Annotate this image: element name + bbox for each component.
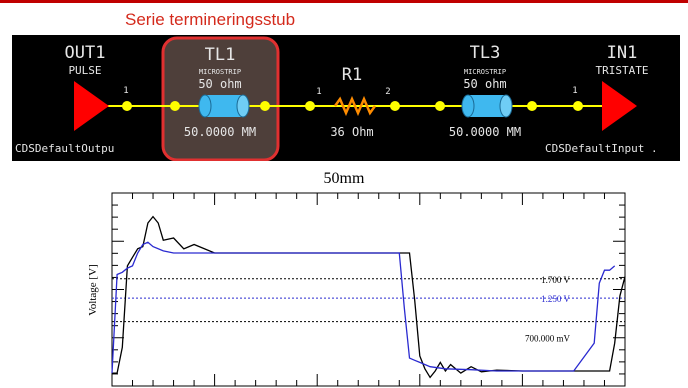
pin-label: 1	[572, 86, 577, 96]
y-axis-label: Voltage [V]	[87, 264, 99, 315]
node-dot	[573, 101, 583, 111]
r1-name: R1	[342, 65, 362, 85]
tl3-type: MICROSTRIP	[464, 68, 506, 76]
series-group	[111, 215, 626, 379]
node-dot	[527, 101, 537, 111]
plot-area	[111, 192, 626, 387]
in-type: TRISTATE	[596, 64, 649, 77]
tl1-length: 50.0000 MM	[184, 125, 256, 139]
out-ref: CDSDefaultOutpu	[15, 142, 114, 155]
pin-label: 1	[123, 86, 128, 96]
header-rule	[0, 0, 688, 3]
in-name: IN1	[607, 43, 638, 63]
in-ref: CDSDefaultInput .	[545, 142, 658, 155]
r1-pin1: 1	[316, 87, 321, 97]
tl1-transmission-line-icon	[198, 94, 250, 118]
node-dot	[390, 101, 400, 111]
tl1-impedance: 50 ohm	[198, 77, 241, 91]
node-dot	[260, 101, 270, 111]
tl3-name: TL3	[470, 43, 501, 63]
schematic-background	[12, 35, 680, 161]
chart-title: 50mm	[323, 170, 365, 187]
schematic-diagram: OUT1 PULSE CDSDefaultOutpu 1 TL1 MICROST…	[12, 35, 680, 161]
threshold-lines: 1.700 V 1.250 V 700.000 mV	[112, 275, 625, 344]
threshold-label: 1.700 V	[541, 275, 570, 285]
slide-title: Serie termineringsstub	[125, 10, 296, 29]
tl3-impedance: 50 ohm	[463, 77, 506, 91]
node-dot	[170, 101, 180, 111]
tl3-transmission-line-icon	[461, 94, 513, 118]
r1-pin2: 2	[385, 87, 390, 97]
out-type: PULSE	[68, 64, 101, 77]
pulse-driver-icon	[74, 81, 109, 131]
node-dot	[122, 101, 132, 111]
tl3-length: 50.0000 MM	[449, 125, 521, 139]
tl1-type: MICROSTRIP	[199, 68, 241, 76]
resistor-icon	[333, 95, 377, 117]
node-dot	[435, 101, 445, 111]
threshold-label: 1.250 V	[541, 294, 570, 304]
r1-value: 36 Ohm	[330, 125, 373, 139]
node-dot	[305, 101, 315, 111]
tristate-receiver-icon	[602, 81, 637, 131]
threshold-label: 700.000 mV	[525, 334, 571, 344]
out-name: OUT1	[65, 43, 106, 63]
series-line-1	[111, 241, 616, 374]
tl1-name: TL1	[205, 45, 236, 65]
